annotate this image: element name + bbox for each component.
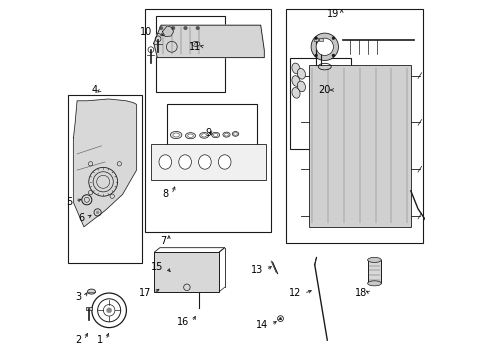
Circle shape (159, 26, 163, 30)
Bar (157, 280, 162, 286)
Circle shape (279, 318, 281, 320)
Ellipse shape (291, 76, 300, 86)
Ellipse shape (223, 132, 230, 137)
Bar (313, 38, 317, 41)
Text: 16: 16 (177, 317, 189, 327)
Ellipse shape (211, 132, 219, 138)
Text: 5: 5 (66, 197, 72, 207)
Ellipse shape (187, 134, 193, 138)
Ellipse shape (199, 132, 208, 138)
Bar (151, 144, 265, 180)
Ellipse shape (87, 289, 95, 294)
Ellipse shape (297, 68, 305, 79)
Ellipse shape (224, 133, 228, 136)
Circle shape (314, 54, 317, 57)
Ellipse shape (192, 41, 200, 46)
Polygon shape (73, 99, 136, 227)
Ellipse shape (233, 132, 237, 135)
Bar (86, 307, 92, 310)
Ellipse shape (367, 257, 381, 262)
Circle shape (196, 26, 199, 30)
Bar (167, 104, 257, 167)
Text: 20: 20 (318, 85, 330, 95)
Text: 17: 17 (138, 288, 151, 298)
Circle shape (171, 26, 175, 30)
Ellipse shape (159, 155, 171, 169)
Text: 10: 10 (140, 27, 152, 37)
Bar (68, 95, 142, 263)
Text: 14: 14 (256, 320, 268, 330)
Text: 11: 11 (189, 42, 201, 52)
Bar (285, 9, 422, 243)
Bar (318, 38, 323, 41)
Ellipse shape (201, 134, 206, 137)
Text: 3: 3 (75, 292, 81, 302)
Text: 6: 6 (78, 213, 84, 223)
Ellipse shape (291, 87, 300, 98)
Circle shape (331, 37, 334, 40)
Text: 15: 15 (151, 262, 163, 272)
Text: 18: 18 (355, 288, 367, 298)
Ellipse shape (179, 155, 191, 169)
Bar (145, 9, 271, 232)
Text: 9: 9 (204, 128, 211, 138)
Ellipse shape (194, 43, 197, 45)
Circle shape (106, 308, 111, 313)
Bar (156, 16, 224, 92)
Ellipse shape (291, 63, 300, 74)
Circle shape (183, 26, 187, 30)
Bar (367, 260, 381, 283)
Polygon shape (153, 25, 264, 58)
Ellipse shape (218, 155, 230, 169)
Circle shape (314, 37, 317, 40)
Circle shape (310, 33, 338, 60)
Text: 1: 1 (97, 335, 103, 345)
Circle shape (96, 211, 99, 214)
Circle shape (331, 54, 334, 57)
Text: 19: 19 (326, 9, 338, 19)
Ellipse shape (232, 131, 238, 136)
Ellipse shape (213, 134, 218, 136)
Circle shape (316, 38, 333, 55)
Ellipse shape (198, 155, 211, 169)
Bar (289, 58, 350, 149)
Ellipse shape (367, 281, 381, 286)
Text: 4: 4 (91, 85, 98, 95)
Text: 7: 7 (160, 236, 166, 246)
Bar (308, 65, 410, 227)
Ellipse shape (173, 133, 179, 137)
Text: 13: 13 (250, 265, 263, 275)
Ellipse shape (170, 131, 182, 139)
Text: 8: 8 (163, 189, 168, 199)
Ellipse shape (185, 132, 195, 139)
Text: 12: 12 (288, 288, 301, 298)
Bar (154, 252, 219, 292)
Polygon shape (162, 26, 173, 37)
Ellipse shape (297, 81, 305, 92)
Text: 2: 2 (75, 335, 81, 345)
